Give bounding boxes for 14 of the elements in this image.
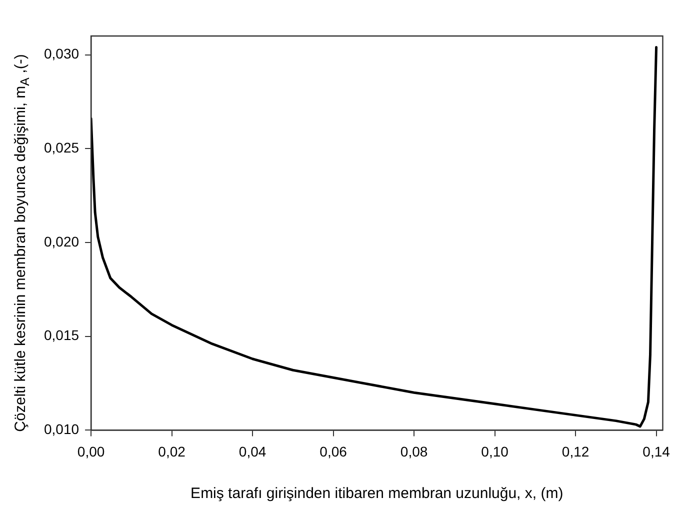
x-tick-label: 0,04 <box>238 443 266 460</box>
x-tick-label: 0,00 <box>77 443 105 460</box>
x-tick-label: 0,14 <box>642 443 670 460</box>
x-tick-label: 0,06 <box>320 443 348 460</box>
x-tick-label: 0,08 <box>400 443 428 460</box>
x-tick-label: 0,10 <box>481 443 509 460</box>
x-tick-label: 0,02 <box>158 443 186 460</box>
x-axis-title: Emiş tarafı girişinden itibaren membran uzunluğu, x, (m) <box>190 485 564 502</box>
y-tick-label: 0,030 <box>44 46 80 62</box>
y-tick-label: 0,025 <box>44 139 80 156</box>
y-tick-label: 0,015 <box>44 327 80 344</box>
y-tick-label: 0,010 <box>44 421 80 438</box>
y-tick-label: 0,020 <box>44 233 80 250</box>
x-tick-label: 0,12 <box>562 443 590 460</box>
